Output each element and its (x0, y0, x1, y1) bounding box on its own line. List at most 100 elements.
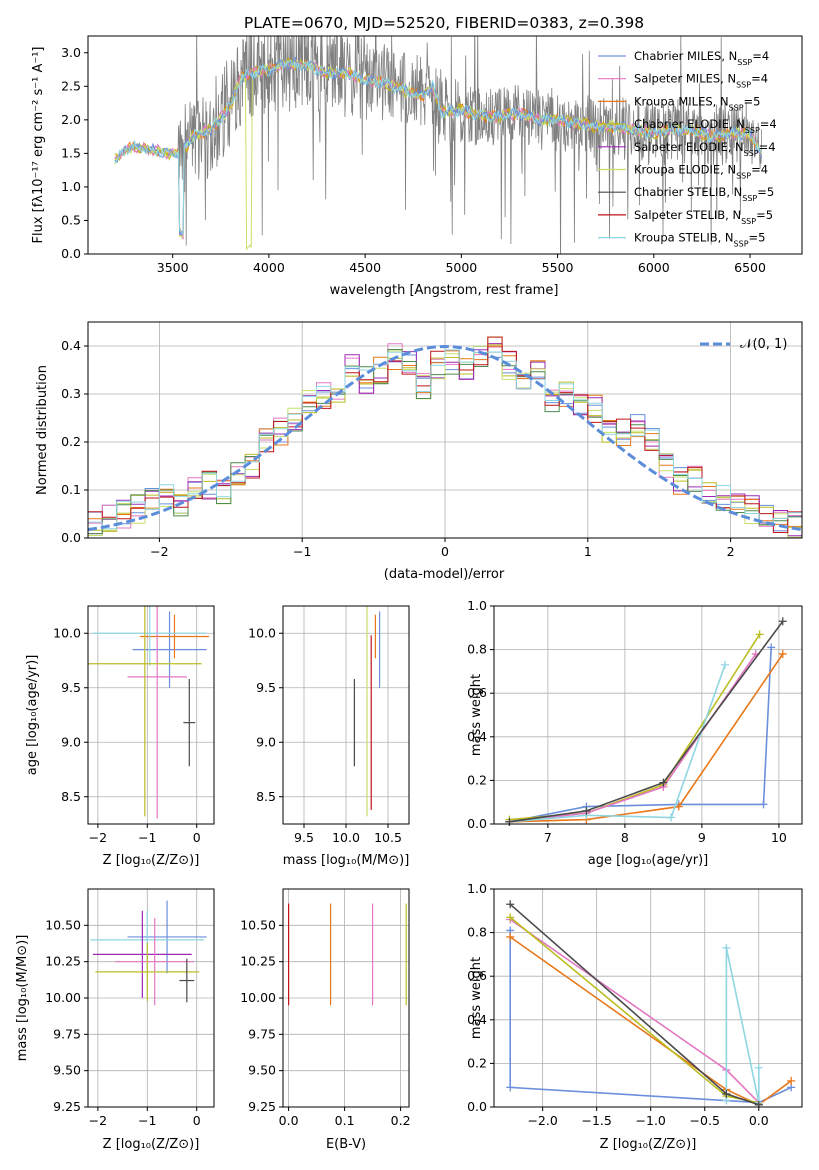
mwage-ytick-label: 0.2 (467, 772, 487, 787)
legend-nssp: =5 (749, 231, 766, 245)
mwz-marker (506, 1083, 515, 1092)
agemass-frame (282, 605, 410, 825)
legend-nssp: =4 (759, 140, 776, 154)
residuals-ticks: −2 −1 0 1 2 0.0 0.1 0.2 0.3 0.4 (61, 338, 734, 559)
mwz-marker (506, 900, 515, 909)
spectrum-ytick-label: 1.5 (61, 145, 81, 160)
age-vs-metallicity-panel: Z [log₁₀(Z/Z⊙)] age [log₁₀(age/yr)] (25, 655, 199, 868)
mwage-ytick-label: 0.0 (467, 816, 487, 831)
agez-xtick-label: −1 (138, 830, 156, 845)
agez-ytick-label: 8.5 (61, 789, 81, 804)
massz-ytick-label: 10.00 (45, 990, 81, 1005)
spectrum-legend-label: Salpeter STELIB, NSSP=5 (634, 208, 773, 226)
residuals-ytick-label: 0.3 (61, 386, 81, 401)
mwz-ytick-label: 0.0 (467, 1099, 487, 1114)
agemass-axes: 9.5 10.0 10.5 8.5 9.0 9.5 10.0 (248, 606, 409, 845)
spectrum-panel: PLATE=0670, MJD=52520, FIBERID=0383, z=0… (31, 14, 803, 298)
mwz-xtick-label: −1.0 (636, 1113, 666, 1128)
residuals-xtick-label: 0 (441, 544, 449, 559)
age-vs-mass-panel: mass [log₁₀(M/M⊙)] (283, 853, 410, 868)
massebv-points (288, 903, 407, 1006)
legend-nssp: =4 (751, 72, 768, 86)
mwz-ytick-label: 0.6 (467, 968, 487, 983)
mwage-marker (778, 617, 787, 626)
mwage-series (505, 617, 787, 826)
mwz-xtick-label: 0.0 (749, 1113, 769, 1128)
legend-subscript: SSP (736, 171, 751, 180)
spectrum-legend-label: Kroupa STELIB, NSSP=5 (634, 231, 765, 249)
massz-ytick-label: 10.50 (45, 917, 81, 932)
spectrum-plot-area (114, 36, 763, 254)
agemass-ytick-label: 10.0 (248, 625, 276, 640)
agemass-points (353, 606, 381, 817)
spectrum-xtick-label: 4000 (253, 260, 285, 275)
mwz-xtick-label: −2.0 (527, 1113, 557, 1128)
agemass-x-label: mass [log₁₀(M/M⊙)] (283, 853, 410, 868)
mwz-frame (493, 888, 803, 1108)
residuals-legend: 𝒩(0, 1) (700, 337, 787, 352)
mwage-x-label: age [log₁₀(age/yr)] (588, 853, 709, 868)
mwage-ytick-label: 0.8 (467, 642, 487, 657)
figure-title: PLATE=0670, MJD=52520, FIBERID=0383, z=0… (244, 14, 644, 32)
massz-y-label: mass [log₁₀(M/M⊙)] (15, 935, 30, 1062)
mwz-ytick-label: 1.0 (467, 881, 487, 896)
legend-subscript: SSP (742, 194, 757, 203)
spectrum-ytick-label: 2.5 (61, 78, 81, 93)
mwz-series (506, 900, 796, 1109)
mwage-ytick-label: 1.0 (467, 598, 487, 613)
agemass-xtick-label: 9.5 (294, 830, 314, 845)
mass-vs-ebv-panel: E(B-V) (326, 1137, 366, 1152)
spectrum-legend-label: Salpeter MILES, NSSP=4 (634, 72, 768, 90)
mwz-y-label: mass weight (469, 957, 484, 1039)
mwz-ytick-label: 0.8 (467, 925, 487, 940)
residuals-plot-area (87, 322, 803, 539)
residuals-xtick-label: −2 (150, 544, 168, 559)
massebv-ytick-label: 10.00 (240, 990, 276, 1005)
massz-axes: −2 −1 0 9.25 9.50 9.75 10.00 10.25 10.50 (45, 889, 214, 1128)
residuals-xtick-label: −1 (293, 544, 311, 559)
mwz-xtick-label: −1.5 (581, 1113, 611, 1128)
massz-frame (87, 888, 215, 1108)
residuals-x-label: (data-model)/error (384, 567, 505, 582)
mwage-marker (755, 630, 764, 639)
legend-nssp: =5 (744, 94, 761, 108)
residuals-panel: −2 −1 0 1 2 0.0 0.1 0.2 0.3 0.4 (data-model)/erro… (35, 321, 803, 582)
residuals-y-label: Normed distribution (35, 365, 50, 495)
spectrum-ytick-label: 0.0 (61, 246, 81, 261)
agez-ytick-label: 10.0 (53, 625, 81, 640)
mwage-marker (659, 778, 668, 787)
mwz-marker (506, 913, 515, 922)
spectrum-legend-label: Salpeter ELODIE, NSSP=4 (634, 140, 776, 158)
spectrum-xtick-label: 6000 (638, 260, 670, 275)
massebv-x-label: E(B-V) (326, 1137, 366, 1152)
spectrum-ytick-label: 2.0 (61, 112, 81, 127)
spectrum-ytick-label: 1.0 (61, 179, 81, 194)
legend-nssp: =4 (760, 117, 777, 131)
residuals-ytick-label: 0.4 (61, 338, 81, 353)
mwage-marker (721, 660, 729, 669)
residuals-ytick-label: 0.2 (61, 434, 81, 449)
legend-nssp: =5 (757, 185, 774, 199)
legend-subscript: SSP (729, 103, 744, 112)
massz-xtick-label: −2 (89, 1113, 107, 1128)
mwz-marker (506, 932, 515, 941)
mwage-ytick-label: 0.6 (467, 685, 487, 700)
agemass-xtick-label: 10.0 (332, 830, 360, 845)
mwz-xtick-label: −0.5 (690, 1113, 720, 1128)
spectrum-legend-label: Kroupa ELODIE, NSSP=4 (634, 163, 768, 181)
mwz-ytick-label: 0.4 (467, 1012, 487, 1027)
mwage-marker (759, 800, 768, 809)
legend-nssp: =4 (752, 49, 769, 63)
massz-ytick-label: 9.25 (53, 1099, 81, 1114)
massebv-ytick-label: 10.25 (240, 954, 276, 969)
massebv-xtick-label: 0.2 (391, 1113, 411, 1128)
agez-xtick-label: −2 (89, 830, 107, 845)
spectrum-ytick-label: 0.5 (61, 212, 81, 227)
massebv-ytick-label: 9.25 (248, 1099, 276, 1114)
spectrum-legend-label: Chabrier MILES, NSSP=4 (634, 49, 769, 67)
mwage-marker (674, 802, 683, 811)
mwz-line (725, 947, 760, 1103)
legend-nssp: =4 (751, 163, 768, 177)
spectrum-model-line (114, 59, 763, 235)
spectrum-xtick-label: 5000 (445, 260, 477, 275)
